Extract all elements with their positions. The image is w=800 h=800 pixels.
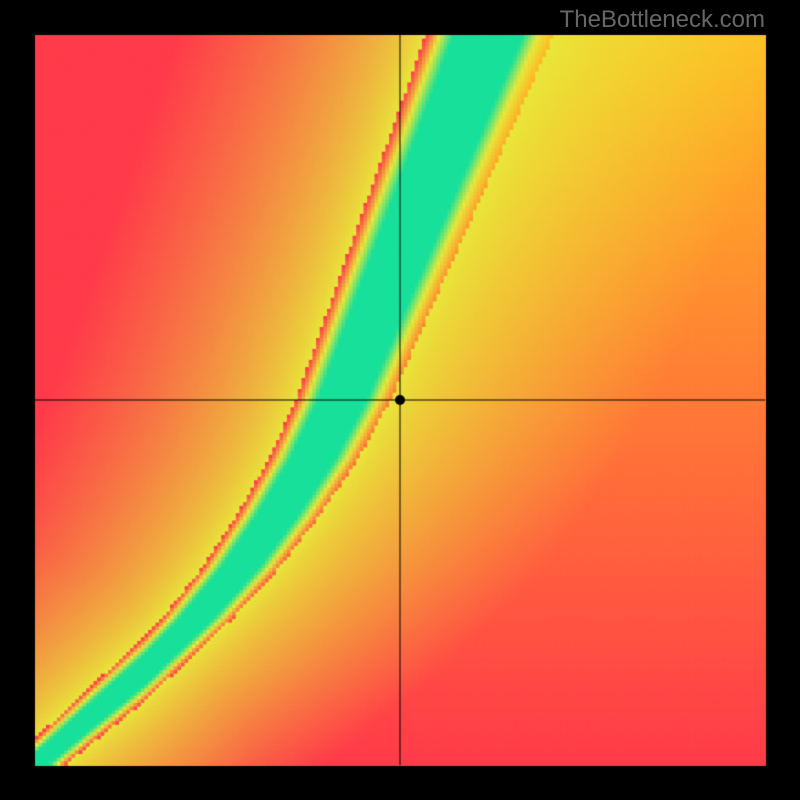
watermark-text: TheBottleneck.com xyxy=(560,6,765,34)
bottleneck-heatmap xyxy=(0,0,800,800)
